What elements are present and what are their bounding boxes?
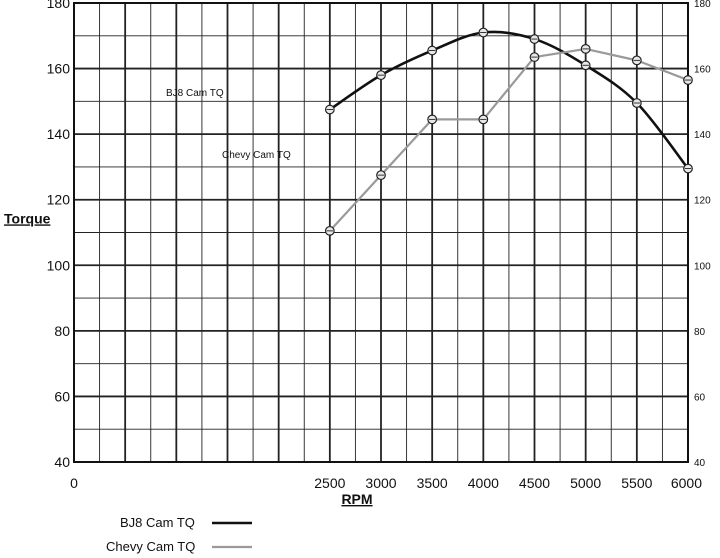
x-tick-label: 0	[70, 475, 78, 491]
y-tick-label-right: 100	[694, 261, 711, 272]
y-tick-label-left: 60	[54, 388, 70, 404]
x-tick-label: 5000	[570, 475, 601, 491]
x-tick-label: 6000	[671, 475, 702, 491]
series-line-chevy	[329, 47, 689, 232]
legend-entry-chevy: Chevy Cam TQ	[106, 539, 195, 554]
x-tick-label: 4000	[468, 475, 499, 491]
y-tick-label-right: 60	[694, 392, 706, 403]
series-lines	[324, 27, 693, 236]
series-label-bj8: BJ8 Cam TQ	[166, 88, 224, 99]
y-axis-title: Torque	[4, 210, 51, 226]
y-tick-label-left: 180	[47, 0, 71, 11]
x-tick-label: 4500	[519, 475, 550, 491]
y-tick-label-right: 140	[694, 130, 711, 141]
y-tick-label-right: 120	[694, 196, 711, 207]
y-tick-label-left: 80	[54, 323, 70, 339]
x-tick-label: 3000	[365, 475, 396, 491]
y-tick-label-right: 180	[694, 0, 711, 10]
y-tick-label-right: 160	[694, 65, 711, 76]
y-tick-label-right: 80	[694, 327, 706, 338]
y-tick-label-left: 140	[47, 126, 71, 142]
y-tick-label-left: 160	[47, 61, 71, 77]
legend-entry-bj8: BJ8 Cam TQ	[120, 515, 195, 530]
y-tick-label-right: 40	[694, 458, 706, 469]
x-tick-label: 2500	[314, 475, 345, 491]
x-tick-label: 3500	[417, 475, 448, 491]
x-axis-title: RPM	[341, 491, 372, 507]
y-tick-label-left: 100	[47, 257, 71, 273]
y-tick-label-left: 40	[54, 454, 70, 470]
y-tick-label-left: 120	[47, 192, 71, 208]
series-label-chevy: Chevy Cam TQ	[222, 150, 291, 161]
legend: BJ8 Cam TQ Chevy Cam TQ	[106, 515, 252, 554]
tick-labels: 40 60 80 100 120 140 160 180 40 60 80 100 120 140 160 1…	[47, 0, 711, 491]
plot-frame	[73, 2, 689, 463]
x-tick-label: 5500	[621, 475, 652, 491]
